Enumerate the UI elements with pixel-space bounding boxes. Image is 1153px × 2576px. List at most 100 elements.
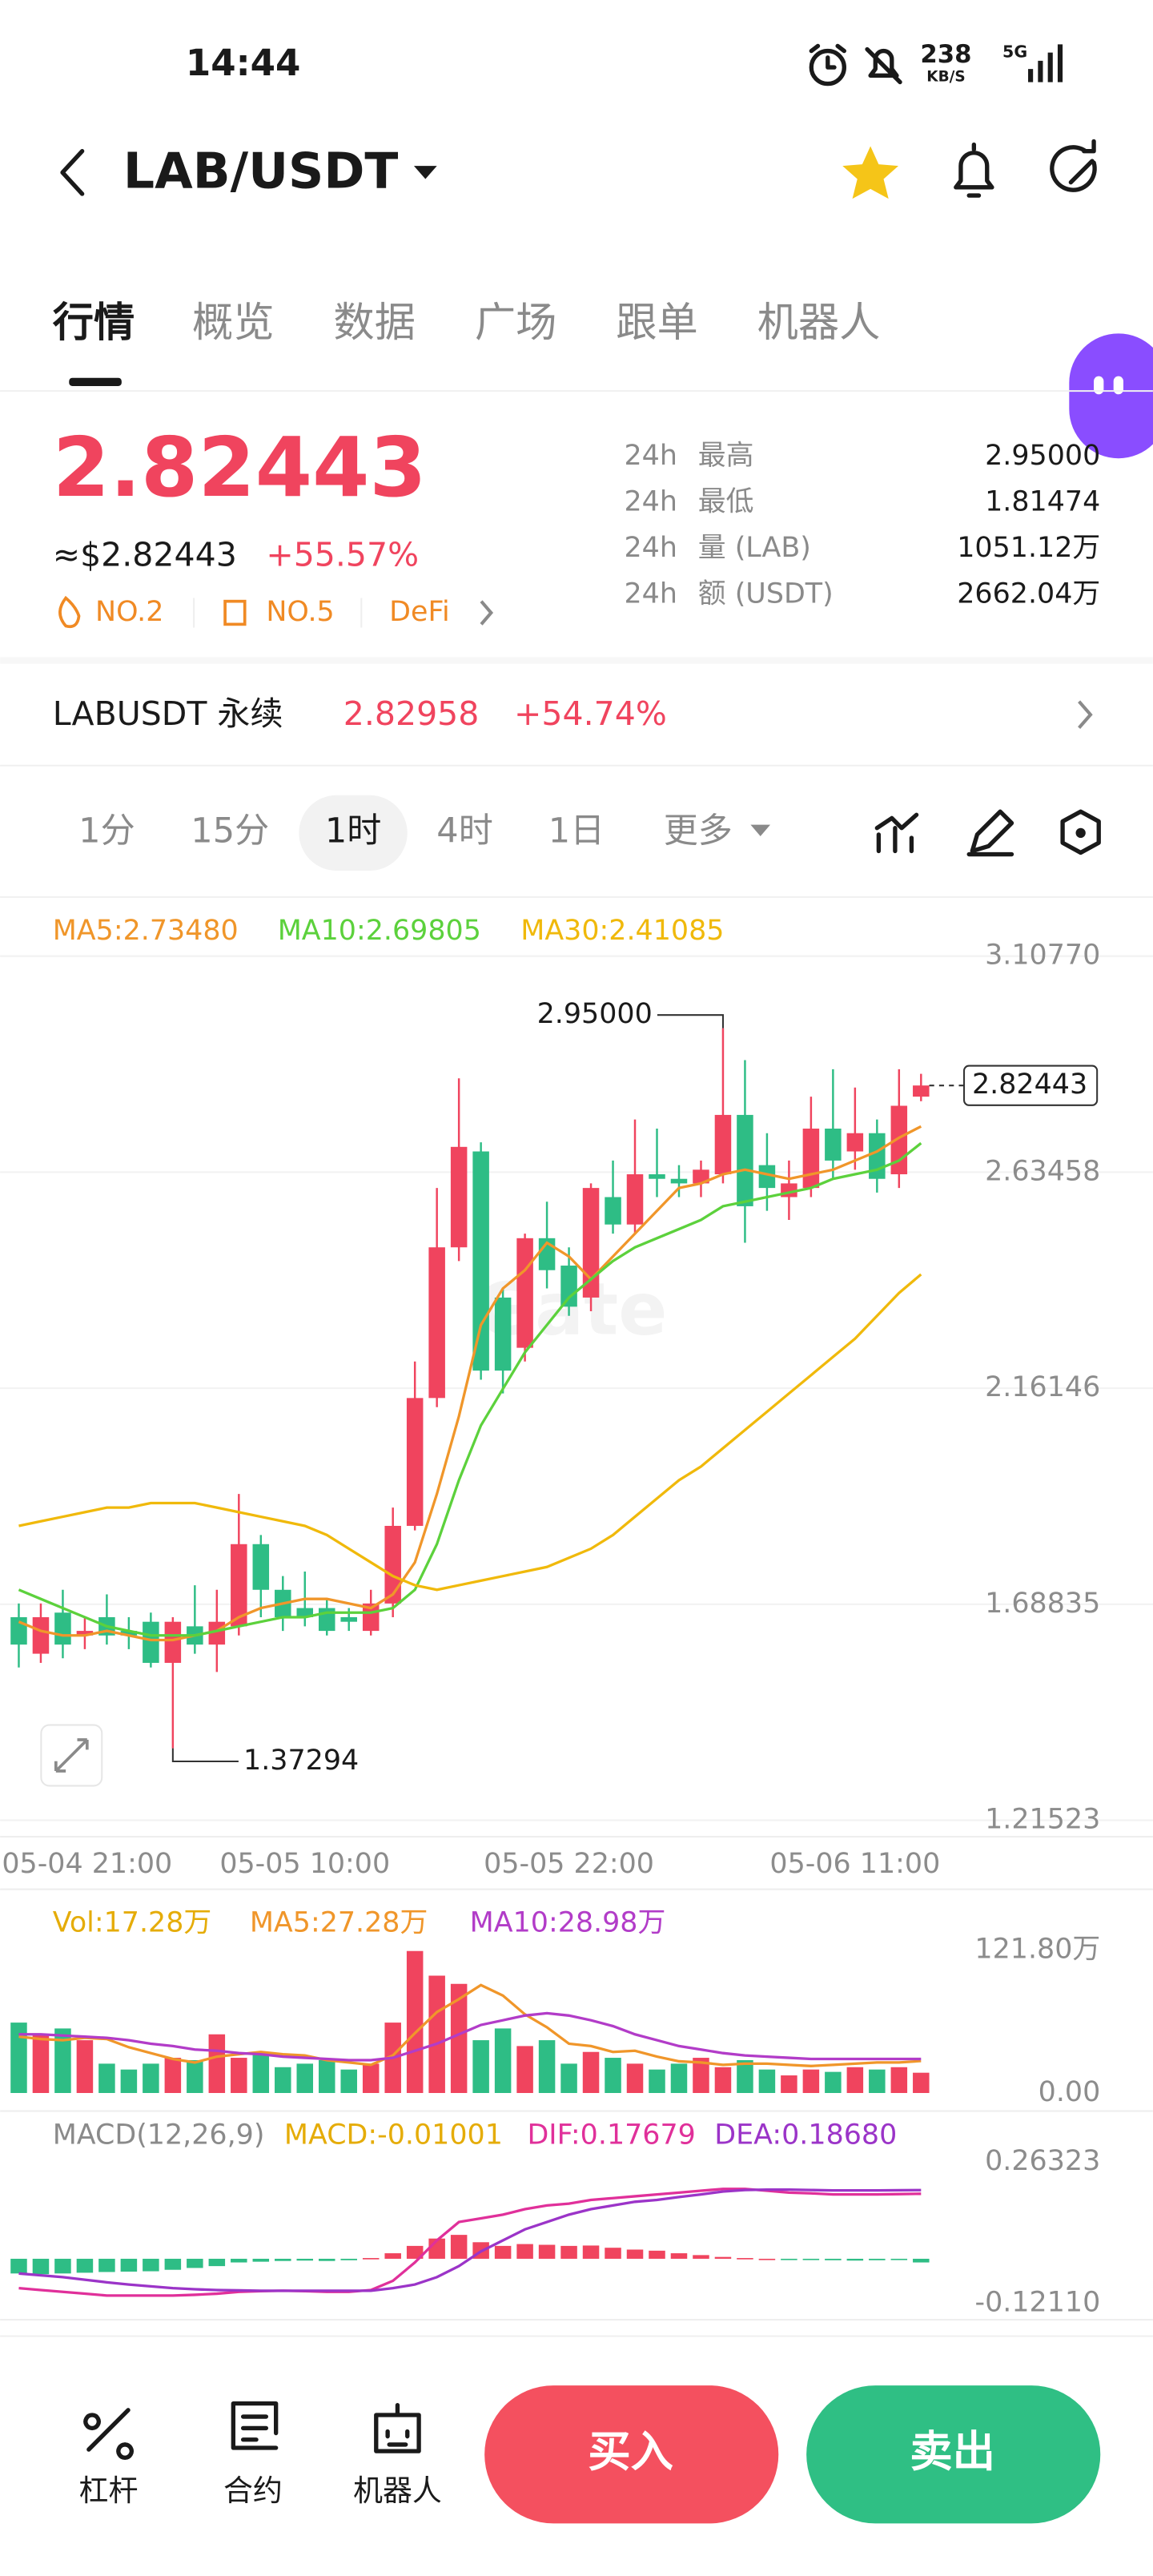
tab[interactable]: 数据 — [333, 299, 416, 347]
bar — [143, 2258, 159, 2272]
bar — [758, 2069, 776, 2093]
candle-body — [362, 1603, 380, 1632]
candle-body — [626, 1174, 644, 1225]
buy-button[interactable] — [484, 2385, 779, 2524]
candle-body — [582, 1188, 600, 1298]
share-button[interactable] — [1050, 139, 1097, 192]
signal-bars — [1028, 44, 1063, 83]
bar — [649, 2069, 665, 2093]
tag[interactable]: NO.2 — [95, 596, 163, 628]
bar — [605, 2248, 621, 2259]
interval[interactable]: 1分 — [78, 811, 135, 851]
tab[interactable]: 概览 — [192, 299, 275, 347]
tag[interactable]: DeFi — [389, 596, 449, 628]
candle-body — [164, 1621, 182, 1663]
indicator-line — [18, 1983, 922, 2067]
usd-price: ≈$2.82443 — [53, 535, 237, 574]
bar — [275, 2258, 291, 2261]
x-tick-label: 05-05 10:00 — [219, 1848, 390, 1880]
bar — [802, 2069, 820, 2093]
bar — [714, 2067, 732, 2093]
settings-button[interactable] — [1060, 809, 1101, 855]
nav-icon[interactable] — [83, 2408, 134, 2460]
bar — [318, 2059, 335, 2093]
candle-body — [494, 1297, 512, 1371]
annotation-line — [171, 1748, 239, 1763]
tab[interactable]: 行情 — [53, 299, 135, 347]
bar — [120, 2069, 138, 2093]
tab[interactable]: 广场 — [475, 299, 557, 347]
y-tick-label: 2.16146 — [985, 1371, 1100, 1403]
x-tick-label: 05-06 11:00 — [769, 1848, 940, 1880]
candle-body — [54, 1612, 71, 1645]
candle-body — [76, 1631, 94, 1636]
nav-label[interactable]: 机器人 — [353, 2473, 442, 2508]
stat-label: 量 (LAB) — [698, 532, 811, 564]
candle-body — [693, 1169, 709, 1184]
x-tick-label: 05-04 21:00 — [2, 1848, 172, 1880]
candle-body — [450, 1146, 468, 1248]
favorite-star[interactable] — [842, 146, 898, 199]
stat-value: 1.81474 — [985, 486, 1100, 518]
nav-label[interactable]: 杠杆 — [79, 2473, 139, 2508]
tag[interactable]: NO.5 — [266, 596, 334, 628]
bar — [340, 2069, 357, 2093]
legend-label: MA10:28.98万 — [470, 1907, 666, 1939]
indicator-line — [18, 2188, 922, 2297]
stat-period: 24h — [624, 532, 677, 564]
bar — [825, 2258, 842, 2260]
nav-icon[interactable] — [231, 2401, 279, 2450]
last-price-label: 2.82443 — [972, 1069, 1087, 1101]
tab-underline — [69, 377, 122, 386]
bar — [362, 2063, 380, 2093]
bar — [913, 2072, 930, 2093]
bar — [54, 2028, 71, 2093]
bar — [626, 2249, 644, 2259]
bar — [737, 2258, 753, 2260]
candle-body — [649, 1174, 665, 1179]
candle-body — [120, 1631, 138, 1636]
bar — [802, 2258, 820, 2260]
y-tick-label: -0.12110 — [975, 2287, 1101, 2319]
pair-dropdown[interactable] — [413, 166, 437, 179]
bar — [231, 2258, 247, 2263]
more-dropdown[interactable] — [750, 824, 771, 836]
stat-period: 24h — [624, 578, 677, 610]
assistant-bubble[interactable] — [1069, 333, 1153, 459]
tab[interactable]: 跟单 — [616, 299, 698, 347]
candle-body — [428, 1247, 445, 1399]
tab[interactable]: 机器人 — [757, 299, 881, 347]
interval[interactable]: 15分 — [191, 811, 269, 851]
sell-label: 卖出 — [910, 2427, 995, 2477]
interval[interactable]: 1日 — [548, 811, 605, 851]
back-button[interactable] — [60, 149, 85, 196]
stat-value: 1051.12万 — [957, 532, 1100, 564]
perpetual-name[interactable]: LABUSDT 永续 — [53, 694, 283, 733]
bar — [494, 2245, 512, 2259]
stat-value: 2662.04万 — [957, 578, 1100, 610]
indicator-line — [18, 1141, 922, 1637]
bar — [846, 2067, 864, 2093]
draw-button[interactable] — [966, 809, 1014, 857]
legend-label: MA5:27.28万 — [250, 1907, 428, 1939]
interval[interactable]: 更多 — [664, 811, 733, 851]
bar — [670, 2063, 688, 2093]
nav-icon[interactable] — [374, 2403, 421, 2453]
bar — [32, 2034, 50, 2093]
nav-label[interactable]: 合约 — [223, 2473, 283, 2508]
bar — [143, 2063, 159, 2093]
pair-title[interactable]: LAB/USDT — [123, 142, 398, 199]
indicator-button[interactable] — [874, 812, 919, 854]
candle-body — [737, 1114, 753, 1206]
sell-button[interactable] — [806, 2385, 1101, 2524]
stat-period: 24h — [624, 440, 677, 472]
interval[interactable]: 1时 — [325, 811, 381, 851]
interval[interactable]: 4时 — [436, 811, 492, 851]
bar — [582, 2245, 600, 2259]
legend-label: MA30:2.41085 — [520, 915, 724, 947]
perpetual-chevron[interactable] — [1078, 700, 1093, 729]
status-network: 5G — [1002, 42, 1027, 62]
alert-bell[interactable] — [954, 142, 994, 198]
tag-chevron[interactable] — [480, 600, 494, 626]
